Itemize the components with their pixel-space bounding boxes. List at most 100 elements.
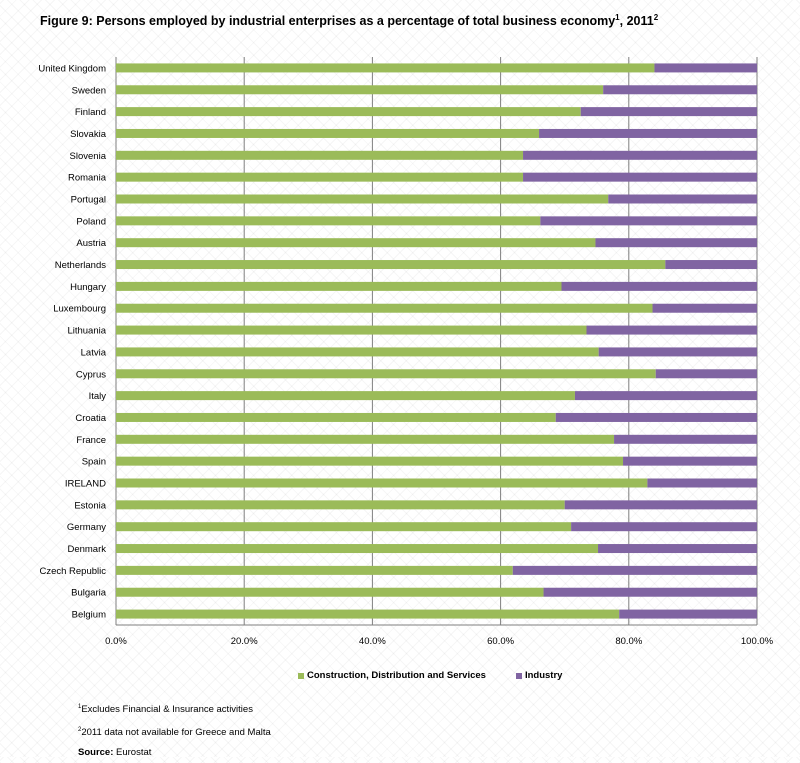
bar-segment xyxy=(598,544,757,554)
bar-segment xyxy=(595,238,757,248)
bar-segment xyxy=(116,412,556,422)
bar-segment xyxy=(116,609,620,619)
source-label: Source: xyxy=(78,747,114,759)
footnote-2-sup: 2 xyxy=(78,727,82,734)
chart-title-text: Figure 9: Persons employed by industrial… xyxy=(40,14,616,29)
category-label: Hungary xyxy=(70,282,106,293)
category-label: Finland xyxy=(75,107,106,118)
footnote-1: 1Excludes Financial & Insurance activiti… xyxy=(78,697,271,720)
x-tick-label: 0.0% xyxy=(105,636,127,647)
category-label: Netherlands xyxy=(55,260,106,271)
legend-label-industry: Industry xyxy=(524,670,563,681)
x-tick-label: 80.0% xyxy=(615,636,642,647)
bar-segment xyxy=(116,500,565,510)
bar-segment xyxy=(608,194,757,204)
category-label: United Kingdom xyxy=(38,63,106,74)
bar-segment xyxy=(614,434,757,444)
legend-swatch-services xyxy=(298,672,304,679)
legend-label-services: Construction, Distribution and Services xyxy=(307,670,486,681)
bar-segment xyxy=(116,238,596,248)
category-label: Cyprus xyxy=(76,369,106,380)
x-tick-label: 60.0% xyxy=(487,636,514,647)
x-tick-label: 100.0% xyxy=(741,636,774,647)
bar-segment xyxy=(561,281,757,291)
bar-segment xyxy=(523,150,757,160)
bar-segment xyxy=(586,325,757,335)
bar-segment xyxy=(598,347,757,357)
category-label: Austria xyxy=(76,238,106,249)
legend: Construction, Distribution and Services … xyxy=(298,670,562,681)
bar-segment xyxy=(116,63,655,73)
bar-segment xyxy=(116,107,581,117)
bar-segment xyxy=(116,172,524,182)
bar-segment xyxy=(116,456,624,466)
bar-segment xyxy=(116,565,513,575)
bar-segment xyxy=(116,347,599,357)
source-line: Source: Eurostat xyxy=(78,743,271,763)
bar-segment xyxy=(571,522,757,532)
bar-segment xyxy=(116,260,666,270)
category-label: Sweden xyxy=(72,85,106,96)
bar-segment xyxy=(623,456,757,466)
bar-segment xyxy=(116,544,599,554)
bar-segment xyxy=(116,85,604,95)
source-text: Eurostat xyxy=(113,747,152,759)
bar-segment xyxy=(539,128,757,138)
bar-segment xyxy=(652,303,757,313)
category-label: Germany xyxy=(67,522,106,533)
category-label: Slovenia xyxy=(70,151,107,162)
bar-segment xyxy=(116,391,575,401)
category-label: Romania xyxy=(68,173,107,184)
bar-segment xyxy=(523,172,757,182)
bar-segment xyxy=(116,281,562,291)
chart-title-sup1: 1 xyxy=(615,13,620,22)
bar-segment xyxy=(116,194,609,204)
bar-segment xyxy=(647,478,757,488)
bar-segment xyxy=(655,369,757,379)
bar-segment xyxy=(116,325,587,335)
bar-segment xyxy=(116,369,656,379)
category-label: IRELAND xyxy=(65,479,106,490)
bar-segment xyxy=(116,303,653,313)
chart-title: Figure 9: Persons employed by industrial… xyxy=(40,13,658,28)
category-label: Spain xyxy=(82,457,106,468)
bar-segment xyxy=(665,260,757,270)
bar-segment xyxy=(603,85,757,95)
bar-segment xyxy=(116,216,541,226)
legend-item-industry: Industry xyxy=(515,670,563,681)
legend-swatch-industry xyxy=(515,672,522,679)
category-label: Slovakia xyxy=(70,129,107,140)
bar-segment xyxy=(116,587,544,597)
bar-segment xyxy=(654,63,757,73)
category-label: Luxembourg xyxy=(53,304,106,315)
footnotes: 1Excludes Financial & Insurance activiti… xyxy=(78,697,271,763)
bar-segment xyxy=(555,412,757,422)
bar-segment xyxy=(116,434,615,444)
bar-segment xyxy=(540,216,757,226)
category-label: Denmark xyxy=(67,544,106,555)
footnote-1-text: Excludes Financial & Insurance activitie… xyxy=(81,704,253,716)
bar-segment xyxy=(512,565,757,575)
bar-segment xyxy=(116,150,524,160)
bar-segment xyxy=(574,391,757,401)
footnote-2-text: 2011 data not available for Greece and M… xyxy=(81,727,271,739)
chart-title-sup2: 2 xyxy=(653,13,659,22)
category-label: Croatia xyxy=(75,413,106,424)
legend-item-services: Construction, Distribution and Services xyxy=(298,670,486,681)
category-label: Latvia xyxy=(81,347,107,358)
x-tick-label: 20.0% xyxy=(231,636,258,647)
bar-segment xyxy=(116,522,572,532)
category-label: Poland xyxy=(76,216,106,227)
bar-segment xyxy=(543,587,757,597)
chart-title-year: , 2011 xyxy=(619,14,654,29)
category-label: Bulgaria xyxy=(71,588,107,599)
category-label: Estonia xyxy=(74,500,106,511)
category-label: Portugal xyxy=(71,195,106,206)
bar-segment xyxy=(619,609,757,619)
category-label: Belgium xyxy=(72,610,106,621)
bar-segment xyxy=(116,128,540,138)
category-label: Czech Republic xyxy=(39,566,106,577)
footnote-2: 22011 data not available for Greece and … xyxy=(78,720,271,743)
stacked-bar-chart: United Kingdom Sweden Finland Slovakia Slove… xyxy=(38,57,774,647)
category-label: Italy xyxy=(89,391,107,402)
